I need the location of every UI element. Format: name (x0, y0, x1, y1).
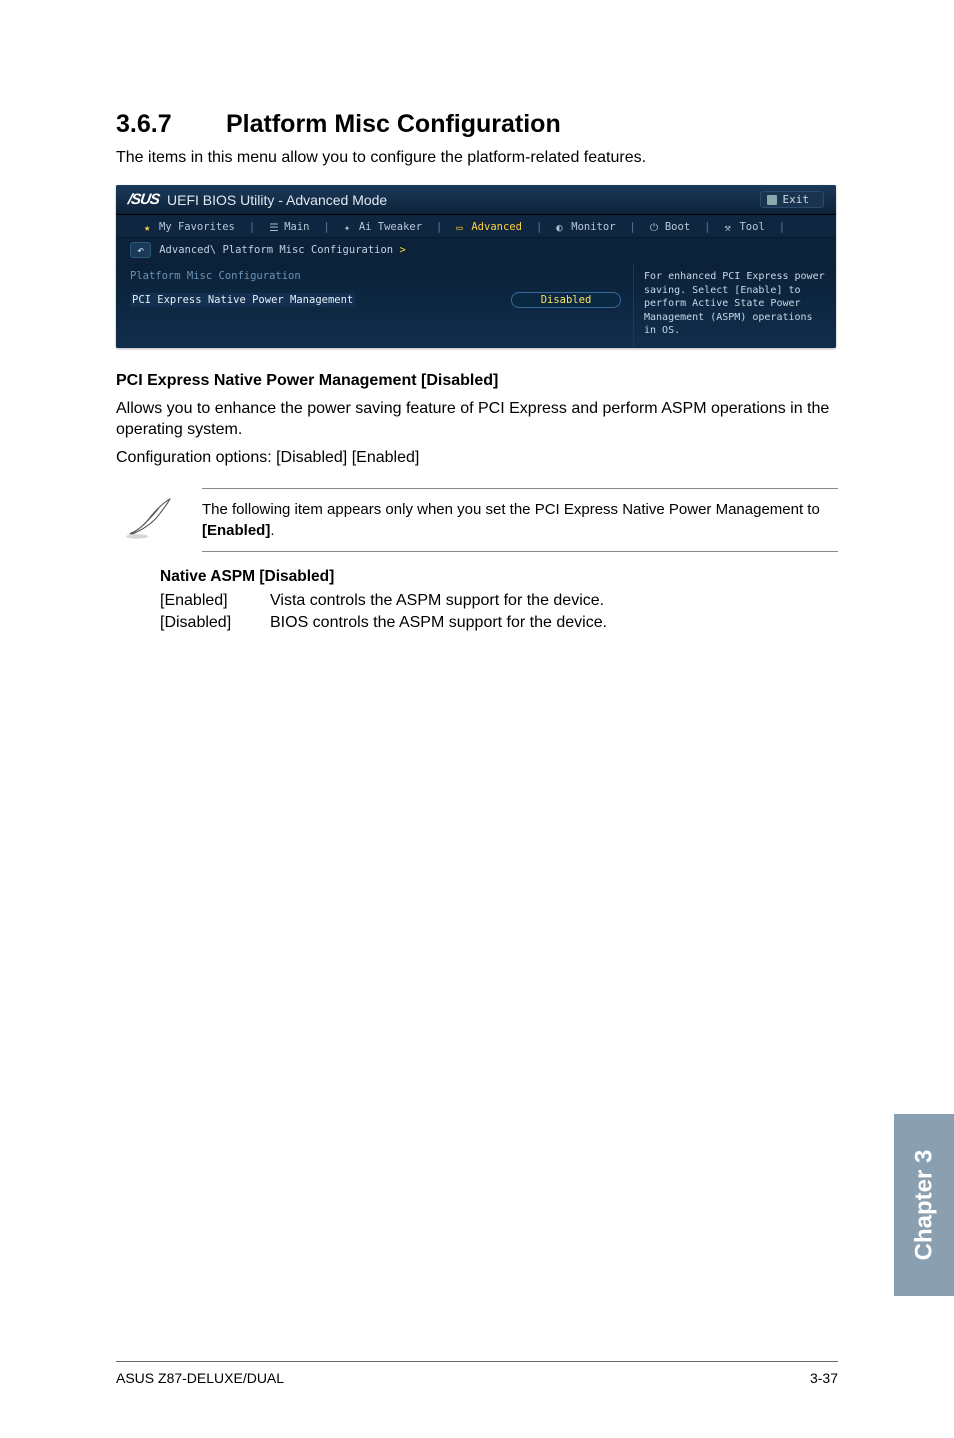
tab-main[interactable]: ☰Main (269, 221, 309, 233)
chapter-tab: Chapter 3 (894, 1114, 954, 1296)
paragraph: Configuration options: [Disabled] [Enabl… (116, 447, 838, 469)
section-number: 3.6.7 (116, 110, 226, 139)
tab-separator: | (323, 221, 329, 233)
option-desc: Vista controls the ASPM support for the … (270, 592, 604, 610)
tab-favorites[interactable]: ★My Favorites (144, 221, 235, 233)
section-title: Platform Misc Configuration (226, 110, 561, 138)
bios-titlebar: /SUS UEFI BIOS Utility - Advanced Mode E… (116, 185, 836, 215)
breadcrumb-arrow: > (399, 244, 405, 256)
bios-body: Platform Misc Configuration PCI Express … (116, 264, 836, 348)
list-icon: ☰ (269, 222, 280, 233)
option-desc: BIOS controls the ASPM support for the d… (270, 614, 607, 632)
back-button[interactable]: ↶ (130, 242, 151, 258)
bios-tabs: ★My Favorites | ☰Main | ✦Ai Tweaker | ▭A… (116, 215, 836, 238)
tab-separator: | (249, 221, 255, 233)
exit-label: Exit (783, 193, 810, 206)
paragraph: Allows you to enhance the power saving f… (116, 398, 838, 441)
advanced-icon: ▭ (456, 222, 467, 233)
bios-help-pane: For enhanced PCI Express power saving. S… (634, 264, 836, 348)
setting-value[interactable]: Disabled (511, 292, 621, 308)
option-key: [Enabled] (160, 592, 270, 610)
option-key: [Disabled] (160, 614, 270, 632)
tab-boot[interactable]: ⏻Boot (650, 221, 690, 233)
page-footer: ASUS Z87-DELUXE/DUAL 3-37 (116, 1361, 838, 1386)
exit-button[interactable]: Exit (760, 191, 825, 208)
asus-logo: /SUS (127, 191, 160, 208)
bios-setting-row[interactable]: PCI Express Native Power Management Disa… (130, 292, 621, 308)
tab-tweaker[interactable]: ✦Ai Tweaker (344, 221, 422, 233)
chapter-label: Chapter 3 (910, 1150, 938, 1261)
indented-section: Native ASPM [Disabled] [Enabled] Vista c… (160, 568, 838, 632)
option-row: [Enabled] Vista controls the ASPM suppor… (160, 592, 838, 610)
footer-right: 3-37 (810, 1370, 838, 1386)
bios-breadcrumb: ↶ Advanced\ Platform Misc Configuration … (116, 238, 836, 264)
note-text: The following item appears only when you… (202, 488, 838, 552)
section-heading: 3.6.7Platform Misc Configuration (116, 110, 838, 139)
breadcrumb-text: Advanced\ Platform Misc Configuration > (159, 244, 406, 256)
bios-left-pane: Platform Misc Configuration PCI Express … (116, 264, 634, 348)
option-row: [Disabled] BIOS controls the ASPM suppor… (160, 614, 838, 632)
monitor-icon: ◐ (556, 222, 567, 233)
quill-icon (122, 495, 178, 546)
bios-title-text: UEFI BIOS Utility - Advanced Mode (167, 192, 387, 208)
tab-separator: | (779, 221, 785, 233)
tab-separator: | (436, 221, 442, 233)
footer-left: ASUS Z87-DELUXE/DUAL (116, 1370, 284, 1386)
bios-group-title: Platform Misc Configuration (130, 270, 621, 282)
tab-separator: | (536, 221, 542, 233)
boot-icon: ⏻ (650, 222, 661, 233)
tab-tool[interactable]: ⚒Tool (724, 221, 764, 233)
bios-screenshot: /SUS UEFI BIOS Utility - Advanced Mode E… (116, 185, 836, 348)
tab-separator: | (704, 221, 710, 233)
subheading: PCI Express Native Power Management [Dis… (116, 372, 838, 390)
exit-icon (767, 195, 777, 205)
note-block: The following item appears only when you… (116, 488, 838, 552)
sub-subheading: Native ASPM [Disabled] (160, 568, 838, 586)
setting-label: PCI Express Native Power Management (130, 293, 355, 307)
tool-icon: ⚒ (724, 222, 735, 233)
tab-monitor[interactable]: ◐Monitor (556, 221, 615, 233)
section-intro: The items in this menu allow you to conf… (116, 149, 838, 167)
tab-separator: | (630, 221, 636, 233)
star-icon: ★ (144, 222, 155, 233)
tab-advanced[interactable]: ▭Advanced (456, 221, 522, 233)
tweaker-icon: ✦ (344, 222, 355, 233)
